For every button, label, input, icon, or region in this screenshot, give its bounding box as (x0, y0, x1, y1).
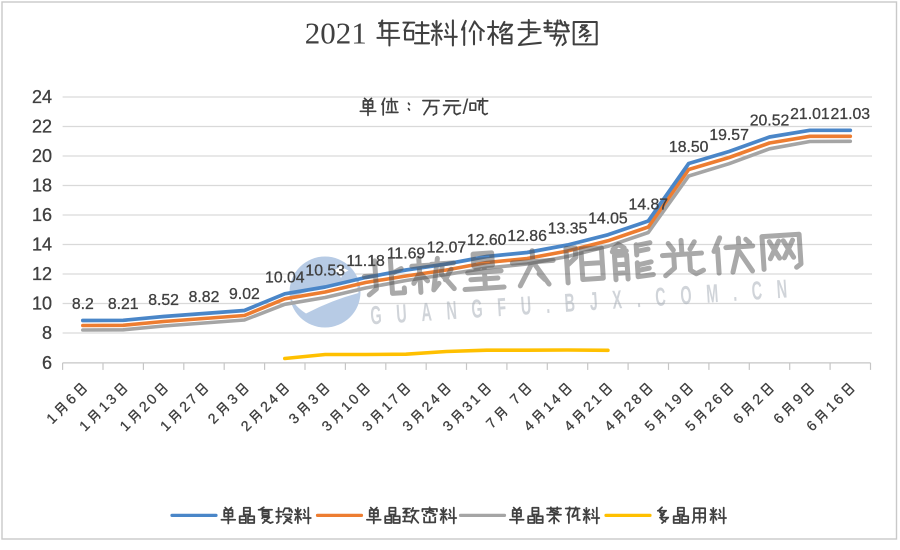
svg-text:2021: 2021 (305, 16, 367, 51)
svg-text:10.04: 10.04 (265, 269, 305, 286)
svg-text:8.2: 8.2 (72, 296, 94, 313)
svg-text:18.50: 18.50 (669, 139, 709, 156)
svg-text:12: 12 (32, 264, 52, 284)
svg-text:21.03: 21.03 (831, 106, 871, 123)
svg-text:/: / (463, 96, 469, 119)
svg-text:8.52: 8.52 (148, 292, 179, 309)
svg-text:20: 20 (32, 146, 52, 166)
svg-text:6: 6 (42, 353, 52, 373)
svg-text:10.53: 10.53 (305, 263, 345, 280)
svg-text:16: 16 (32, 205, 52, 225)
svg-text:14.87: 14.87 (629, 197, 669, 214)
svg-text:21.01: 21.01 (790, 106, 830, 123)
svg-text:8: 8 (42, 323, 52, 343)
svg-text:8.82: 8.82 (189, 289, 220, 306)
svg-text:8.21: 8.21 (108, 296, 139, 313)
svg-text:12.86: 12.86 (507, 228, 547, 245)
svg-text:11.18: 11.18 (346, 253, 385, 270)
svg-text:9.02: 9.02 (229, 286, 260, 303)
svg-text:13.35: 13.35 (548, 221, 588, 238)
svg-text:12.60: 12.60 (467, 232, 507, 249)
svg-text:10: 10 (32, 294, 52, 314)
svg-text:24: 24 (32, 87, 52, 107)
svg-text:19.57: 19.57 (709, 127, 749, 144)
svg-text:11.69: 11.69 (387, 246, 426, 263)
svg-text:22: 22 (32, 117, 52, 137)
svg-text:14: 14 (32, 235, 52, 255)
svg-text:18: 18 (32, 176, 52, 196)
svg-text:12.07: 12.07 (427, 240, 467, 257)
svg-text:20.52: 20.52 (750, 113, 790, 130)
svg-text:14.05: 14.05 (588, 210, 628, 227)
